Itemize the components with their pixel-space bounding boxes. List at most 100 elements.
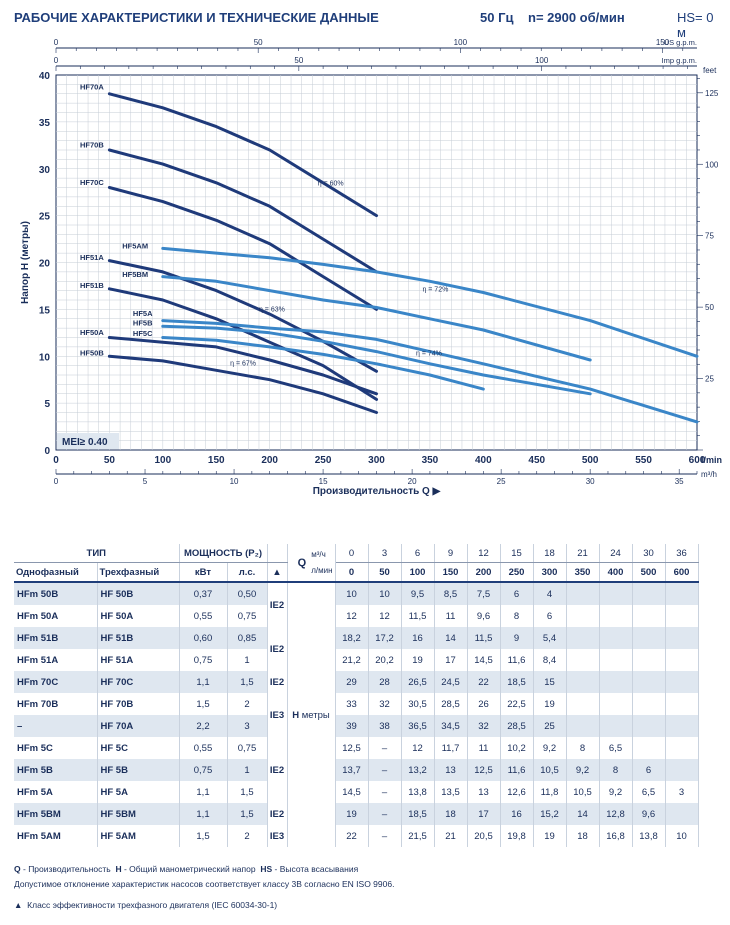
curve-label: HF50A [80,328,104,337]
curve-label: HF5A [133,309,153,318]
efficiency-annotation: η = 63% [259,306,285,313]
head-value: 19 [335,803,369,825]
header: РАБОЧИЕ ХАРАКТЕРИСТИКИ И ТЕХНИЧЕСКИЕ ДАН… [14,10,716,40]
head-value: 28 [368,671,402,693]
head-value: 20,5 [467,825,501,847]
head-value: 17,2 [368,627,402,649]
head-value: 21,5 [401,825,435,847]
m3h-col-9: 30 [632,544,666,563]
three-phase-model: HF 50B [97,582,180,605]
head-value: 6 [632,759,666,781]
tri-header: ▲ [267,562,288,583]
table-row: HFm 5C HF 5C 0,55 0,75 IE2 12,5–12 11,7 11 10,2 9… [14,737,699,803]
us-gpm-label: US g.p.m. [664,38,697,47]
lmin-col-6: 300 [533,562,567,583]
head-value: 12 [368,605,402,627]
head-value: 10,5 [566,781,600,803]
us-gpm-tick-label: 0 [54,38,59,47]
power-hp: 3 [227,715,268,737]
head-value: – [368,759,402,781]
head-value: 13 [434,759,468,781]
head-value: 14,5 [335,781,369,803]
head-value: 13,2 [401,759,435,781]
single-phase-model: – [14,715,98,737]
three-phase-model: HF 70C [97,671,180,693]
table-row: HFm 5AM HF 5AM 1,5 2 IE3 22–21,5 21 20,5 19,8 19 1… [14,825,699,847]
efficiency-annotation: η = 74% [416,350,442,357]
m3h-unit: м³/ч [311,549,326,559]
m3h-col-2: 6 [401,544,435,563]
curve-hf51a [107,259,378,373]
imp-gpm-label: Imp g.p.m. [662,56,697,65]
y-axis-label: Напор H (метры) [20,221,31,304]
m3h-tick-label: 25 [497,477,506,486]
table-row: HFm 70B HF 70B 1,5 2 IE3 33 32 30,5 28,5 26 22,5 19 [14,693,699,737]
y-tick-label: 40 [39,71,51,82]
head-value: 29 [335,671,369,693]
curve-label: HF70B [80,140,104,149]
head-value: 26 [467,693,501,715]
curve-label: HF70C [80,178,104,187]
head-value: 21 [434,825,468,847]
legend-hs-text: - Высота всасывания [274,864,359,874]
tolerance-note: Допустимое отклонение характеристик насо… [14,879,395,889]
head-value: 30,5 [401,693,435,715]
y-tick-label: 35 [39,118,51,129]
head-value [665,715,699,737]
three-phase-model: HF 51A [97,649,180,671]
head-value: 8 [500,605,534,627]
triangle-icon: ▲ [14,900,23,910]
single-phase-model: HFm 5B [14,759,98,781]
x-unit-label: l/min [701,455,722,465]
efficiency-annotation: η = 72% [422,287,448,294]
efficiency-annotation: η = 60% [318,181,344,188]
head-value: 11 [434,605,468,627]
m3h-tick-label: 10 [230,477,239,486]
head-value [632,649,666,671]
y-tick-label: 10 [39,352,51,363]
head-value [665,693,699,715]
head-value: 28,5 [500,715,534,737]
lmin-col-9: 500 [632,562,666,583]
head-value: 3 [665,781,699,803]
head-value: 22 [467,671,501,693]
m3h-tick-label: 20 [408,477,417,486]
legend-h-text: - Общий манометрический напор [123,864,256,874]
table-row: HFm 51B HF 51B 0,60 0,85 IE2 18,2 17,2 16 14 11,5… [14,627,699,671]
lmin-col-10: 600 [665,562,699,583]
three-phase-model: HF 70B [97,693,180,715]
feet-tick-label: 75 [705,232,714,241]
x-tick-label: 450 [528,455,545,466]
head-value: 13,8 [632,825,666,847]
x-axis-label: Производительность Q ▶ [313,486,442,497]
head-value: 22 [335,825,369,847]
head-value: 12,6 [500,781,534,803]
efficiency-class: IE3 [267,825,288,847]
power-kw: 0,55 [179,605,228,627]
x-tick-label: 50 [104,455,116,466]
head-value: 8 [599,759,633,781]
q-header: Q м³/ч л/мин [287,544,336,583]
m3h-tick-label: 0 [54,477,59,486]
power-hp: 0,50 [227,582,268,605]
power-kw: 0,75 [179,649,228,671]
head-value [632,671,666,693]
type-header: ТИП [14,544,180,563]
head-value: 12,5 [467,759,501,781]
head-value: 21,2 [335,649,369,671]
table-row: HFm 51A HF 51A 0,75 1 21,2 20,2 19 17 14,5 11,6 8,… [14,649,699,671]
curve-label: HF5B [133,319,153,328]
head-value: 32 [368,693,402,715]
curve-hf70c [107,186,378,311]
power-hp: 1 [227,649,268,671]
curve-hf50a [107,336,378,396]
table-header-row-1: ТИП МОЩНОСТЬ (P₂) Q м³/ч л/мин 0 3 6 9 12 15 1… [14,544,699,583]
three-phase-model: HF 5A [97,781,180,803]
single-phase-header: Однофазный [14,562,98,583]
spec-table: ТИП МОЩНОСТЬ (P₂) Q м³/ч л/мин 0 3 6 9 12 15 1… [14,544,699,847]
head-value: 13 [467,781,501,803]
efficiency-class-note: ▲ Класс эффективности трехфазного двигат… [14,900,277,910]
m3h-col-6: 18 [533,544,567,563]
m3h-col-7: 21 [566,544,600,563]
efficiency-class-text: Класс эффективности трехфазного двигател… [27,900,278,910]
